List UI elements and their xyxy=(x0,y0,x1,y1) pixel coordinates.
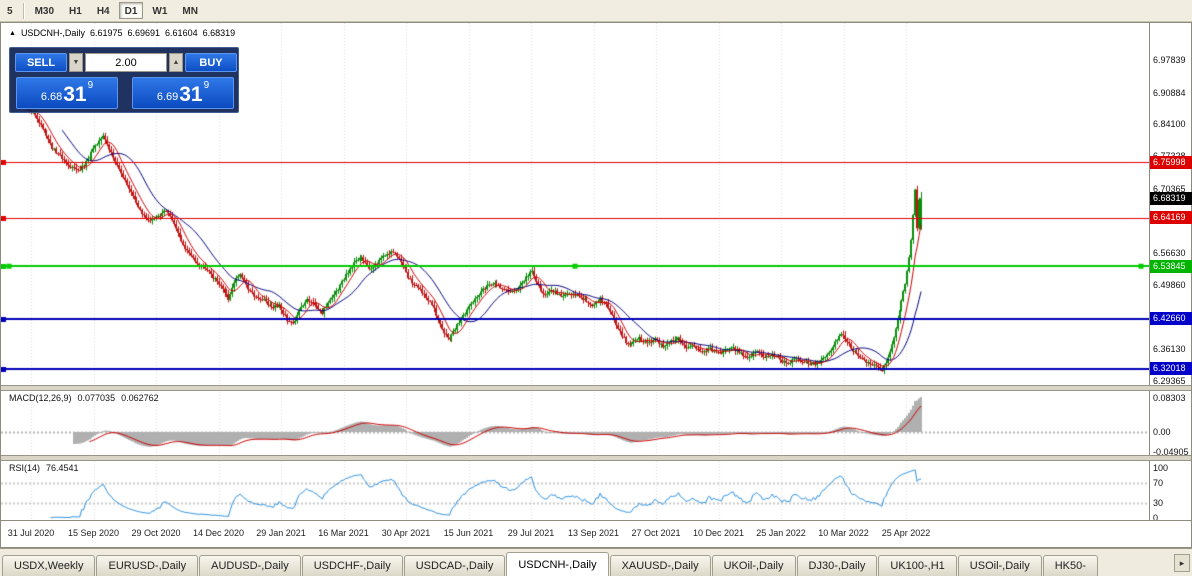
date-axis-label: 25 Apr 2022 xyxy=(881,528,931,538)
date-axis-label: 14 Dec 2020 xyxy=(192,528,245,538)
date-axis-label: 29 Jul 2021 xyxy=(507,528,555,538)
sell-button[interactable]: SELL xyxy=(15,53,67,72)
date-axis-label: 29 Jan 2021 xyxy=(256,528,306,538)
chart-tab-xauusd-daily[interactable]: XAUUSD-,Daily xyxy=(609,555,711,576)
tab-scroll-right-button[interactable]: ▸ xyxy=(1174,554,1190,572)
date-axis-label: 16 Mar 2021 xyxy=(318,528,369,538)
rsi-axis-label: 30 xyxy=(1153,498,1164,508)
chart-tab-usdcnh-daily[interactable]: USDCNH-,Daily xyxy=(506,552,609,576)
macd-value-signal: 0.062762 xyxy=(121,393,159,403)
volume-decrease-button[interactable]: ▼ xyxy=(69,53,83,72)
chart-tab-eurusd-daily[interactable]: EURUSD-,Daily xyxy=(96,555,199,576)
buy-button[interactable]: BUY xyxy=(185,53,237,72)
date-axis-label: 15 Jun 2021 xyxy=(443,528,494,538)
macd-panel-splitter[interactable] xyxy=(1,385,1191,391)
chart-window: ▲ USDCNH-,Daily 6.61975 6.69691 6.61604 … xyxy=(0,22,1192,548)
chevron-right-icon: ▸ xyxy=(1179,558,1185,568)
price-axis-label: 6.29365 xyxy=(1153,376,1186,386)
macd-label: MACD(12,26,9) xyxy=(9,393,72,403)
bid-price-big: 31 xyxy=(63,83,87,106)
price-axis-label: 6.70365 xyxy=(1153,183,1186,194)
volume-input[interactable] xyxy=(85,53,167,72)
price-axis-label: 6.84100 xyxy=(1153,119,1186,130)
chart-tab-usdchf-daily[interactable]: USDCHF-,Daily xyxy=(301,555,403,576)
tabs-bar: USDX,Weekly EURUSD-,Daily AUDUSD-,Daily USD… xyxy=(0,548,1192,576)
date-axis-label: 30 Apr 2021 xyxy=(381,528,431,538)
price-badge: 6.42660 xyxy=(1150,312,1192,326)
chart-tab-usoil-daily[interactable]: USOil-,Daily xyxy=(957,555,1042,576)
one-click-trading-panel: SELL ▼ ▲ BUY 6.68 31 9 6.69 31 9 xyxy=(9,47,239,113)
chart-tab-uk100-h1[interactable]: UK100-,H1 xyxy=(878,555,957,576)
rsi-axis-label: 70 xyxy=(1153,478,1164,488)
timeframe-button-h1[interactable]: H1 xyxy=(69,6,82,17)
rsi-value: 76.4541 xyxy=(46,463,79,473)
price-badge: 6.75998 xyxy=(1150,155,1192,169)
bid-price-sup: 9 xyxy=(87,80,94,91)
price-axis[interactable]: 6.978396.908846.841006.773286.703656.566… xyxy=(1149,23,1192,523)
price-badge: 6.68319 xyxy=(1150,191,1192,205)
date-axis-label: 29 Oct 2020 xyxy=(131,528,181,538)
price-badge: 6.32018 xyxy=(1150,362,1192,376)
ask-price-sup: 9 xyxy=(203,80,210,91)
timeframe-button-d1[interactable]: D1 xyxy=(118,2,144,19)
rsi-axis-label: 100 xyxy=(1153,463,1169,473)
timeframe-toolbar: 5 M30 H1 H4 D1 W1 MN xyxy=(0,0,1192,22)
chart-tab-usdx-weekly[interactable]: USDX,Weekly xyxy=(2,555,96,576)
macd-axis-label: -0.04905 xyxy=(1153,447,1189,458)
rsi-label-row: RSI(14) 76.4541 xyxy=(9,463,79,473)
rsi-axis-label: 0 xyxy=(1153,513,1159,523)
timeframe-button-5[interactable]: 5 xyxy=(7,6,13,17)
chart-tab-dj30-daily[interactable]: DJ30-,Daily xyxy=(796,555,878,576)
ask-price-button[interactable]: 6.69 31 9 xyxy=(132,77,234,109)
trade-controls-row: SELL ▼ ▲ BUY xyxy=(15,53,237,72)
price-badge: 6.64169 xyxy=(1150,211,1192,225)
date-axis-label: 10 Dec 2021 xyxy=(692,528,745,538)
macd-value-main: 0.077035 xyxy=(77,393,116,403)
price-axis-label: 6.36130 xyxy=(1153,344,1186,355)
date-axis-label: 27 Oct 2021 xyxy=(631,528,681,538)
chevron-up-icon: ▲ xyxy=(172,59,180,66)
price-axis-label: 6.97839 xyxy=(1153,55,1186,65)
bid-price-button[interactable]: 6.68 31 9 xyxy=(16,77,118,109)
date-axis-label: 15 Sep 2020 xyxy=(67,528,120,538)
timeframe-button-h4[interactable]: H4 xyxy=(96,6,110,17)
price-axis-label: 6.49860 xyxy=(1153,279,1186,290)
ohlc-close: 6.68319 xyxy=(202,28,236,38)
chart-symbol-label: USDCNH-,Daily xyxy=(20,28,85,38)
chart-tab-usdcad-daily[interactable]: USDCAD-,Daily xyxy=(403,555,506,576)
rsi-panel-splitter[interactable] xyxy=(1,455,1191,461)
chart-tab-ukoil-daily[interactable]: UKOil-,Daily xyxy=(711,555,796,576)
ask-price-big: 31 xyxy=(179,83,203,106)
date-axis-label: 10 Mar 2022 xyxy=(818,528,869,538)
ohlc-open: 6.61975 xyxy=(89,28,123,38)
price-badge: 6.53845 xyxy=(1150,259,1192,273)
chart-marker-icon: ▲ xyxy=(9,29,16,37)
timeframe-button-m30[interactable]: M30 xyxy=(34,6,55,17)
price-axis-label: 6.90884 xyxy=(1153,87,1186,98)
chart-title: ▲ USDCNH-,Daily 6.61975 6.69691 6.61604 … xyxy=(9,28,235,38)
bid-price-prefix: 6.68 xyxy=(40,91,63,103)
chart-tab-audusd-daily[interactable]: AUDUSD-,Daily xyxy=(199,555,301,576)
macd-label-row: MACD(12,26,9) 0.077035 0.062762 xyxy=(9,393,159,403)
ohlc-high: 6.69691 xyxy=(127,28,161,38)
rsi-label: RSI(14) xyxy=(9,463,41,473)
macd-axis-label: 0.08303 xyxy=(1153,392,1186,403)
date-axis-label: 25 Jan 2022 xyxy=(756,528,806,538)
date-axis[interactable]: 31 Jul 2020 15 Sep 2020 29 Oct 2020 14 Dec … xyxy=(1,520,1191,546)
volume-increase-button[interactable]: ▲ xyxy=(169,53,183,72)
toolbar-divider xyxy=(22,2,25,19)
macd-axis-label: 0.00 xyxy=(1153,427,1171,437)
chart-tab-hk50-[interactable]: HK50- xyxy=(1042,555,1098,576)
date-axis-label: 13 Sep 2021 xyxy=(567,528,620,538)
date-axis-label: 31 Jul 2020 xyxy=(7,528,55,538)
ask-price-prefix: 6.69 xyxy=(156,91,179,103)
timeframe-button-mn[interactable]: MN xyxy=(182,6,198,17)
chevron-down-icon: ▼ xyxy=(72,59,80,66)
timeframe-button-w1[interactable]: W1 xyxy=(152,6,168,17)
trade-prices-row: 6.68 31 9 6.69 31 9 xyxy=(16,77,234,109)
price-axis-label: 6.56630 xyxy=(1153,248,1186,259)
ohlc-low: 6.61604 xyxy=(165,28,198,38)
